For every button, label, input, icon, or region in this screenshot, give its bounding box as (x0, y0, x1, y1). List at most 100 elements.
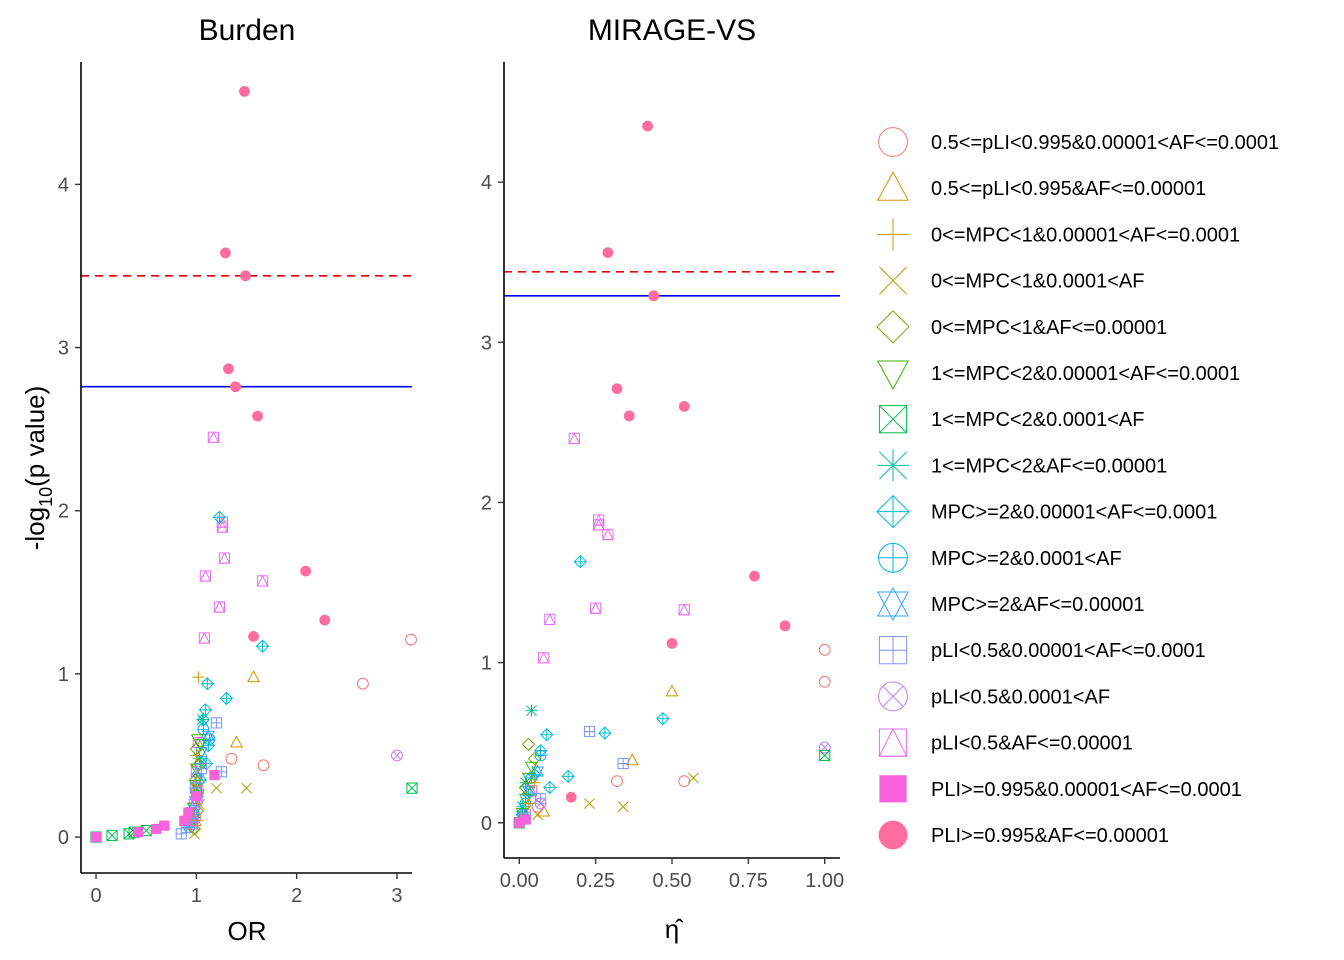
mirage-data-point (678, 775, 691, 788)
burden-data-point (191, 791, 202, 802)
mirage-data-point (818, 675, 831, 688)
legend-symbol (879, 775, 907, 803)
burden-data-point (223, 363, 234, 375)
mirage-axes: 0 1 2 3 4 0.00 0.25 0.50 0.75 1.00 (481, 62, 844, 892)
legend-label: MPC>=2&AF<=0.00001 (931, 594, 1144, 616)
legend-item: PLI>=0.995&0.00001<AF<=0.0001 (879, 775, 1242, 803)
mirage-data-point (779, 620, 791, 632)
mirage-data-point (565, 791, 577, 803)
burden-y-tick-label: 3 (58, 338, 69, 360)
burden-data-point (198, 631, 211, 644)
mirage-data-point (665, 684, 679, 697)
burden-data-point (133, 827, 144, 838)
burden-data-point (207, 431, 220, 443)
y-axis-label-tail: (p value) (20, 386, 50, 487)
mirage-data-point (521, 783, 535, 798)
mirage-data-point (642, 120, 653, 132)
mirage-x-tick-label: 0.75 (729, 870, 768, 892)
burden-points (90, 85, 418, 843)
legend-symbol (879, 266, 907, 295)
burden-data-point (356, 677, 369, 690)
burden-y-tick-label: 2 (58, 501, 69, 523)
legend-item: pLI<0.5&0.00001<AF<=0.0001 (878, 636, 1206, 665)
legend-item: PLI>=0.995&AF<=0.00001 (878, 820, 1169, 850)
legend-item: MPC>=2&0.0001<AF (878, 542, 1122, 573)
burden-data-point (229, 735, 244, 748)
mirage-data-point (584, 798, 595, 809)
burden-data-point (248, 630, 259, 642)
burden-data-point (319, 614, 331, 626)
mirage-data-point (625, 753, 639, 766)
burden-data-point (175, 828, 187, 840)
mirage-data-point (527, 751, 542, 766)
legend-label: 0<=MPC<1&0.0001<AF (931, 271, 1144, 293)
legend-symbol (876, 310, 910, 344)
legend-label: 0.5<=pLI<0.995&AF<=0.00001 (931, 178, 1206, 200)
burden-data-point (90, 832, 102, 843)
legend-item: 0<=MPC<1&AF<=0.00001 (876, 310, 1167, 344)
legend-label: pLI<0.5&AF<=0.00001 (931, 733, 1133, 755)
burden-data-point (219, 691, 234, 706)
mirage-data-point (598, 726, 612, 740)
legend-symbol (877, 449, 909, 482)
legend-label: 0.5<=pLI<0.995&0.00001<AF<=0.0001 (931, 132, 1279, 154)
burden-data-point (209, 769, 220, 781)
legend: 0.5<=pLI<0.995&0.00001<AF<=0.0001 0.5<=pL… (876, 127, 1279, 850)
burden-data-point (159, 820, 170, 831)
burden-data-point (300, 565, 312, 577)
burden-data-point (391, 749, 403, 762)
mirage-data-point (678, 603, 691, 616)
mirage-data-point (602, 247, 614, 258)
legend-label: pLI<0.5&0.0001<AF (931, 686, 1110, 708)
legend-item: 0.5<=pLI<0.995&0.00001<AF<=0.0001 (878, 127, 1279, 157)
mirage-data-point (514, 817, 525, 828)
burden-data-point (201, 728, 215, 743)
burden-data-point (190, 749, 203, 762)
mirage-data-point (520, 814, 531, 825)
mirage-data-point (534, 797, 547, 810)
legend-item: pLI<0.5&AF<=0.00001 (878, 727, 1133, 757)
burden-data-point (179, 815, 190, 826)
burden-data-point (210, 717, 223, 729)
legend-symbol (878, 820, 908, 850)
burden-data-point (106, 829, 118, 842)
mirage-x-tick-label: 0.50 (653, 870, 692, 892)
legend-label: 0<=MPC<1&0.00001<AF<=0.0001 (931, 224, 1240, 246)
burden-data-point (239, 85, 250, 97)
mirage-y-tick-label: 4 (481, 172, 492, 194)
burden-data-point (256, 574, 269, 587)
burden-data-point (218, 551, 231, 564)
burden-title: Burden (199, 14, 296, 47)
mirage-data-point (656, 711, 670, 726)
burden-data-point (151, 823, 162, 835)
legend-label: pLI<0.5&0.00001<AF<=0.0001 (931, 640, 1206, 662)
mirage-points (513, 120, 831, 829)
mirage-data-point (540, 727, 554, 742)
legend-item: 0.5<=pLI<0.995&AF<=0.00001 (876, 171, 1206, 201)
burden-data-point (183, 807, 194, 818)
burden-data-point (196, 713, 209, 726)
mirage-data-point (561, 769, 575, 784)
legend-symbol (878, 405, 908, 434)
legend-label: 0<=MPC<1&AF<=0.00001 (931, 317, 1167, 339)
legend-label: MPC>=2&0.0001<AF (931, 548, 1122, 570)
burden-x-tick-label: 1 (191, 885, 202, 907)
legend-symbol (878, 727, 908, 757)
legend-item: 1<=MPC<2&AF<=0.00001 (877, 449, 1167, 482)
mirage-x-tick-label: 0.00 (500, 870, 539, 892)
mirage-y-tick-label: 2 (481, 492, 492, 514)
mirage-data-point (601, 528, 614, 541)
legend-symbol (876, 494, 910, 529)
legend-symbol (878, 681, 908, 712)
mirage-data-point (522, 797, 535, 810)
burden-data-point (240, 270, 251, 282)
burden-data-point (225, 752, 238, 765)
legend-label: PLI>=0.995&0.00001<AF<=0.0001 (931, 779, 1242, 801)
legend-label: 1<=MPC<2&AF<=0.00001 (931, 455, 1167, 477)
mirage-data-point (678, 400, 690, 412)
burden-data-point (252, 410, 263, 422)
burden-data-point (241, 782, 252, 794)
burden-panel: Burden OR -log10(p value) 0 1 2 3 4 0 1 2 3 (20, 14, 418, 946)
legend-symbol (876, 360, 910, 391)
y-axis-label-main: -log (20, 507, 50, 550)
